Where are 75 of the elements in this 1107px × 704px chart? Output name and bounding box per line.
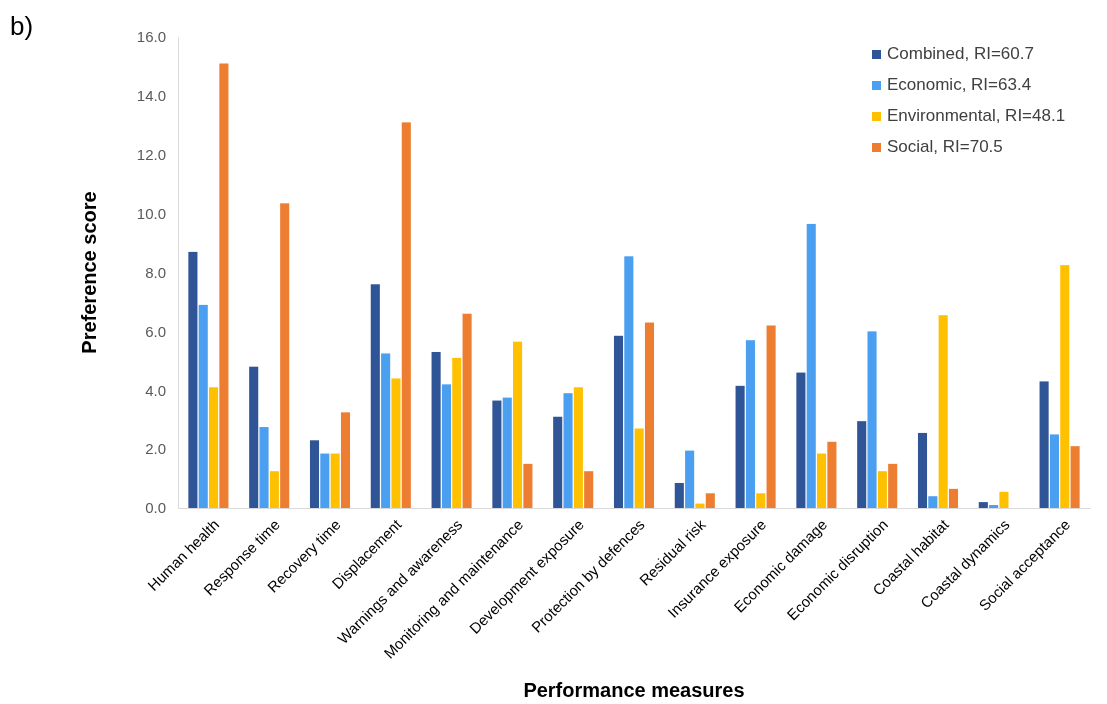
y-tick-label: 0.0 (145, 499, 166, 517)
bar (198, 304, 208, 508)
bar (513, 341, 523, 508)
bar (735, 385, 745, 508)
bar (441, 384, 451, 508)
bar (340, 412, 351, 508)
bar (867, 331, 877, 508)
y-tick-label: 2.0 (145, 440, 166, 458)
legend-label: Combined, RI=60.7 (887, 44, 1034, 63)
y-tick-label: 14.0 (136, 87, 166, 105)
bar (745, 340, 755, 508)
bar (330, 453, 340, 508)
bar (280, 203, 290, 508)
bar (188, 251, 198, 508)
bar (563, 393, 573, 508)
bar (644, 322, 655, 508)
bar (796, 372, 806, 508)
bar (685, 450, 695, 508)
bar (219, 63, 229, 508)
chart-title: b) (10, 11, 34, 41)
bar (259, 427, 269, 508)
bar (674, 482, 684, 508)
bar (766, 325, 776, 508)
bar (269, 471, 279, 508)
bar (938, 315, 948, 508)
bar (989, 505, 999, 508)
y-tick-label: 12.0 (136, 146, 166, 164)
bar (553, 416, 563, 508)
bar (978, 502, 988, 508)
bar (452, 357, 462, 508)
bar (502, 397, 512, 508)
y-tick-label: 16.0 (136, 28, 166, 46)
bar (584, 471, 594, 508)
bar (249, 366, 259, 508)
bar (917, 432, 928, 508)
legend-label: Environmental, RI=48.1 (887, 106, 1066, 125)
bar (309, 440, 320, 508)
bar (888, 463, 898, 508)
bar (634, 428, 644, 508)
x-axis-title: Performance measures (523, 679, 745, 701)
bar (948, 488, 959, 508)
bar (695, 503, 705, 508)
bar (827, 441, 837, 508)
bar (401, 122, 411, 508)
bar (209, 387, 219, 508)
bar (806, 223, 816, 508)
bar (1039, 381, 1049, 508)
bar (431, 351, 441, 508)
bar (756, 493, 766, 508)
bar (320, 453, 330, 508)
bar (1049, 434, 1059, 508)
y-tick-label: 10.0 (136, 204, 166, 222)
bar (1070, 446, 1080, 508)
bar (523, 463, 533, 508)
bar (624, 256, 634, 508)
bar (462, 313, 472, 508)
bar (705, 493, 715, 508)
bar (817, 453, 827, 508)
y-tick-label: 4.0 (145, 381, 166, 399)
bar (381, 353, 391, 508)
bar (370, 284, 380, 508)
bar (877, 471, 887, 508)
bar (391, 378, 401, 508)
legend-label: Social, RI=70.5 (887, 137, 1003, 156)
bar (573, 387, 583, 508)
legend-label: Economic, RI=63.4 (887, 75, 1032, 94)
bar (928, 496, 938, 508)
bar (613, 335, 624, 508)
bar (857, 421, 867, 508)
y-axis-title: Preference score (78, 191, 100, 354)
bar (999, 491, 1009, 508)
y-tick-label: 6.0 (145, 322, 166, 340)
bar (492, 400, 502, 508)
bar (1060, 265, 1070, 508)
y-tick-label: 8.0 (145, 263, 166, 281)
